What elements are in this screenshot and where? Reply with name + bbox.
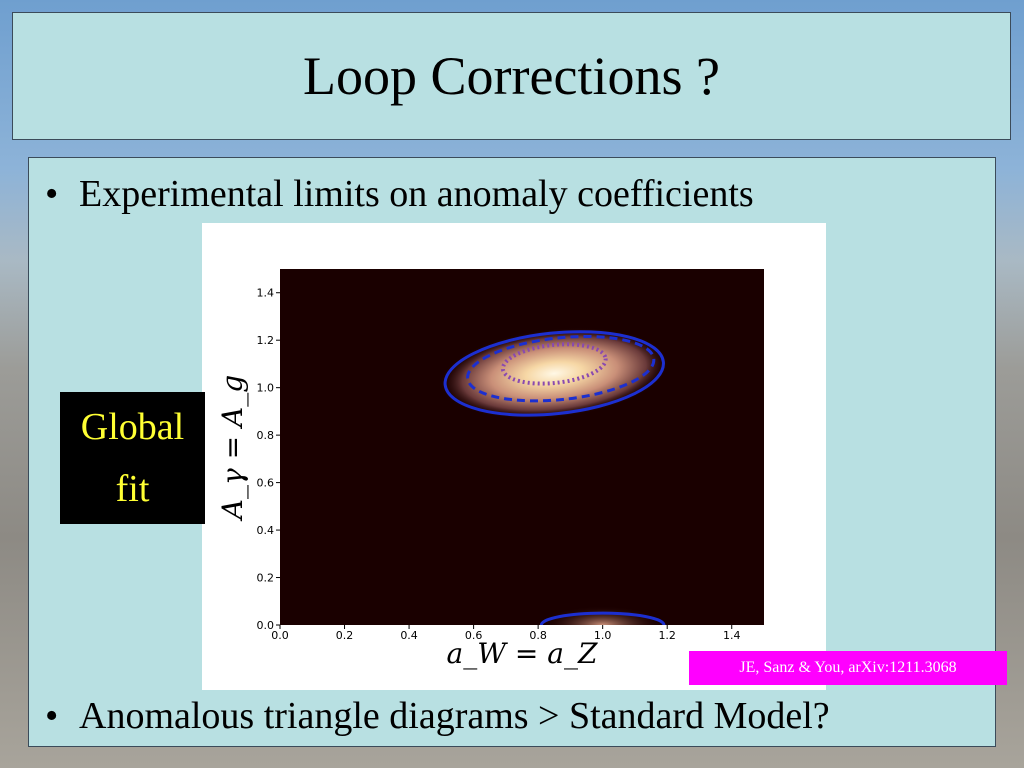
- y-tick-label: 1.2: [257, 334, 275, 347]
- plot-area: [280, 269, 764, 625]
- slide-title: Loop Corrections ?: [303, 46, 720, 106]
- x-tick-label: 0.0: [271, 629, 289, 642]
- contour-solid: [443, 330, 665, 417]
- bullet-1-text: Experimental limits on anomaly coefficie…: [79, 173, 754, 215]
- y-tick-label: 0.0: [257, 619, 275, 632]
- chart-figure: 0.0 0.2 0.4 0.6 0.8 1.0 1.2 1.4 0.0 0.2 0.4 0.6 0.8 1…: [202, 223, 826, 690]
- citation-badge: JE, Sanz & You, arXiv:1211.3068: [689, 651, 1007, 685]
- secondary-glow: [541, 606, 664, 625]
- y-axis-label: A_γ = A_g: [216, 375, 249, 522]
- x-tick-label: 0.2: [336, 629, 354, 642]
- title-box: Loop Corrections ?: [12, 12, 1011, 140]
- y-tick-label: 1.4: [257, 287, 275, 300]
- x-tick-label: 0.6: [465, 629, 483, 642]
- heatmap-chart: 0.0 0.2 0.4 0.6 0.8 1.0 1.2 1.4 0.0 0.2 0.4 0.6 0.8 1…: [216, 269, 764, 670]
- x-tick-label: 1.0: [594, 629, 612, 642]
- y-tick-label: 0.8: [257, 429, 275, 442]
- contour-dotted: [500, 342, 608, 386]
- bullet-2-text: Anomalous triangle diagrams > Standard M…: [79, 695, 830, 737]
- y-tick-label: 1.0: [257, 382, 275, 395]
- citation-text: JE, Sanz & You, arXiv:1211.3068: [739, 659, 957, 676]
- y-tick-label: 0.4: [257, 524, 275, 537]
- global-fit-label: Global fit: [60, 392, 205, 524]
- x-tick-label: 0.4: [400, 629, 418, 642]
- y-tick-label: 0.2: [257, 572, 275, 585]
- bullet-dot: •: [45, 173, 59, 215]
- global-fit-line-2: fit: [115, 468, 150, 510]
- bullet-2: • Anomalous triangle diagrams > Standard …: [45, 694, 830, 738]
- x-axis-label: a_W = a_Z: [447, 637, 598, 670]
- bullet-1: • Experimental limits on anomaly coeffici…: [45, 172, 754, 216]
- bullet-dot: •: [45, 695, 59, 737]
- y-tick-label: 0.6: [257, 477, 275, 490]
- x-tick-label: 1.2: [658, 629, 676, 642]
- x-tick-label: 0.8: [529, 629, 547, 642]
- global-fit-line-1: Global: [80, 406, 185, 448]
- x-tick-label: 1.4: [723, 629, 741, 642]
- secondary-contour: [539, 611, 666, 625]
